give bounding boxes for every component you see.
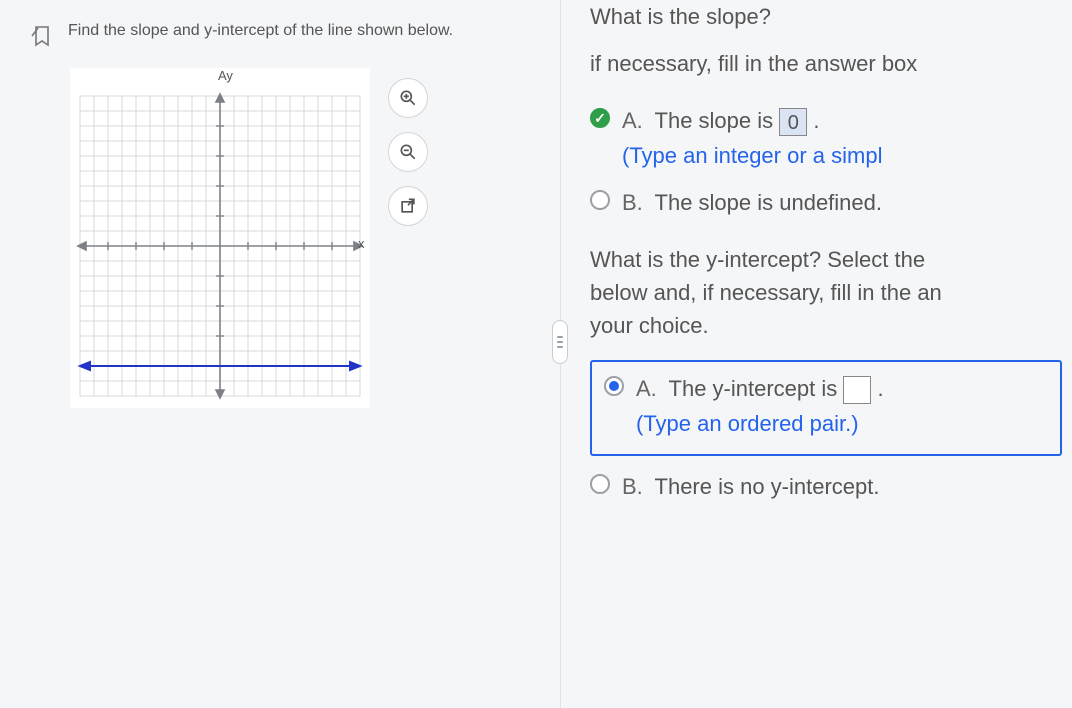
choice-letter: A. bbox=[636, 376, 657, 401]
intercept-q-line2: below and, if necessary, fill in the an bbox=[590, 276, 1062, 309]
intercept-a-prefix: The y-intercept is bbox=[669, 376, 838, 401]
zoom-out-button[interactable] bbox=[388, 132, 428, 172]
intercept-choice-a[interactable]: A. The y-intercept is . (Type an ordered… bbox=[590, 360, 1062, 456]
axis-label-y: Ay bbox=[218, 68, 233, 83]
intercept-q-line1: What is the y-intercept? Select the bbox=[590, 243, 1062, 276]
bookmark-icon[interactable] bbox=[30, 24, 54, 50]
intercept-choice-b[interactable]: B. There is no y-intercept. bbox=[590, 470, 1062, 503]
radio-intercept-b[interactable] bbox=[590, 474, 610, 494]
intercept-question: What is the y-intercept? Select the belo… bbox=[590, 243, 1062, 342]
intercept-choices: A. The y-intercept is . (Type an ordered… bbox=[590, 360, 1062, 503]
intercept-value-input[interactable] bbox=[843, 376, 871, 404]
question-pane: Find the slope and y-intercept of the li… bbox=[0, 0, 560, 708]
radio-intercept-a[interactable] bbox=[604, 376, 624, 396]
choice-letter: B. bbox=[622, 474, 643, 499]
slope-a-hint: (Type an integer or a simpl bbox=[622, 139, 1062, 172]
slope-choices: A. The slope is 0 . (Type an integer or … bbox=[590, 104, 1062, 219]
cutoff-text-1: What is the slope? bbox=[590, 0, 1062, 33]
intercept-a-suffix: . bbox=[878, 376, 884, 401]
radio-slope-a[interactable] bbox=[590, 108, 610, 128]
slope-b-text: The slope is undefined. bbox=[655, 190, 883, 215]
zoom-in-button[interactable] bbox=[388, 78, 428, 118]
question-prompt: Find the slope and y-intercept of the li… bbox=[68, 20, 453, 40]
graph: Ay x bbox=[70, 68, 370, 408]
slope-a-suffix: . bbox=[813, 108, 819, 133]
intercept-b-text: There is no y-intercept. bbox=[655, 474, 880, 499]
choice-letter: A. bbox=[622, 108, 643, 133]
slope-value-input[interactable]: 0 bbox=[779, 108, 807, 136]
radio-slope-b[interactable] bbox=[590, 190, 610, 210]
choice-letter: B. bbox=[622, 190, 643, 215]
graph-svg bbox=[70, 86, 370, 406]
slope-a-prefix: The slope is bbox=[655, 108, 774, 133]
axis-label-x: x bbox=[358, 236, 365, 251]
answer-pane: What is the slope? if necessary, fill in… bbox=[560, 0, 1072, 708]
slope-choice-a[interactable]: A. The slope is 0 . (Type an integer or … bbox=[590, 104, 1062, 172]
intercept-q-line3: your choice. bbox=[590, 309, 1062, 342]
cutoff-text-2: if necessary, fill in the answer box bbox=[590, 47, 1062, 80]
graph-tools bbox=[388, 68, 428, 226]
intercept-a-hint: (Type an ordered pair.) bbox=[636, 407, 1048, 440]
slope-choice-b[interactable]: B. The slope is undefined. bbox=[590, 186, 1062, 219]
pop-out-button[interactable] bbox=[388, 186, 428, 226]
